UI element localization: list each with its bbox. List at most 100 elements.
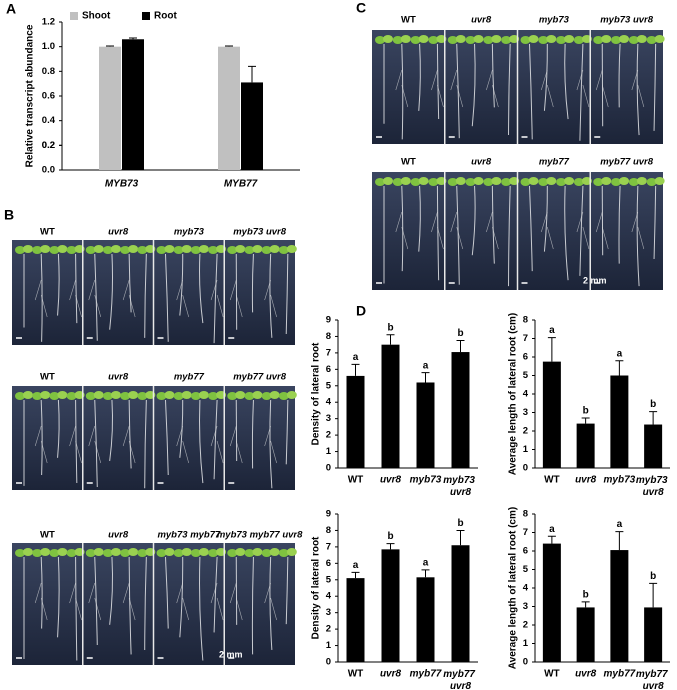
leaf — [286, 548, 297, 556]
leaf — [261, 246, 272, 254]
y-tick-label: 5 — [326, 380, 332, 391]
y-tick-label: 8 — [326, 331, 331, 342]
bar — [99, 46, 121, 170]
leaf — [483, 178, 494, 186]
x-tick-label: WT — [348, 669, 364, 680]
error-bar — [581, 601, 590, 608]
error-bar — [547, 535, 556, 544]
significance-letter: b — [583, 406, 589, 417]
leaf — [235, 391, 246, 399]
y-tick-label: 8 — [326, 525, 331, 536]
significance-letter: a — [617, 348, 623, 359]
lateral-root — [431, 211, 444, 250]
leaf — [164, 548, 175, 556]
lateral-root — [176, 279, 189, 318]
lateral-root — [631, 69, 645, 108]
y-tick-label: 3 — [523, 407, 528, 418]
leaf — [85, 246, 96, 254]
bar — [451, 352, 470, 468]
y-tick-label: 3 — [326, 413, 331, 424]
leaf — [436, 177, 447, 185]
lateral-root — [69, 279, 82, 318]
leaf — [501, 36, 512, 44]
y-tick-label: 1.0 — [42, 41, 55, 52]
leaf — [375, 36, 385, 44]
leaf — [286, 245, 297, 253]
y-tick-label: 0.8 — [42, 66, 55, 77]
leaf — [455, 177, 466, 185]
root — [213, 556, 218, 633]
y-tick-label: 9 — [326, 509, 331, 520]
leaf — [546, 177, 557, 185]
root — [165, 556, 169, 629]
leaf — [156, 246, 167, 254]
bar — [346, 375, 365, 468]
leaf — [137, 392, 148, 400]
x-tick-label: myb77 uvr8 — [443, 669, 477, 690]
leaf — [392, 178, 403, 186]
root — [57, 399, 60, 458]
root — [418, 43, 421, 111]
bar — [381, 549, 400, 662]
root — [653, 43, 657, 131]
leaf — [181, 548, 192, 556]
lateral-root — [210, 582, 224, 621]
root — [456, 185, 460, 285]
leaf — [619, 177, 630, 185]
error-bar — [129, 37, 137, 40]
leaf — [286, 391, 297, 399]
leaf — [190, 246, 201, 254]
leaf — [501, 178, 512, 186]
x-tick-label: myb73 uvr8 — [636, 475, 670, 498]
lateral-root — [395, 211, 409, 250]
leaf — [538, 36, 549, 44]
leaf — [261, 549, 272, 557]
significance-letter: b — [457, 328, 463, 339]
leaf — [252, 391, 263, 399]
leaf — [447, 36, 458, 44]
root — [94, 253, 98, 341]
leaf — [261, 392, 272, 400]
error-bar — [421, 372, 430, 383]
y-tick-label: 0 — [326, 657, 331, 668]
leaf — [392, 36, 403, 44]
leaf — [227, 549, 238, 557]
leaf — [244, 392, 255, 400]
genotype-label: uvr8 — [471, 157, 492, 168]
legend-label: Shoot — [82, 11, 111, 22]
leaf — [208, 392, 219, 400]
significance-letter: a — [423, 360, 429, 371]
leaf — [383, 177, 393, 185]
leaf — [32, 246, 43, 254]
root — [40, 399, 43, 476]
leaf — [15, 246, 25, 254]
x-tick-label: WT — [544, 475, 560, 486]
root — [285, 556, 289, 625]
leaf — [57, 245, 68, 253]
y-tick-label: 0.4 — [42, 115, 56, 126]
x-tick-label: uvr8 — [575, 475, 597, 486]
leaf — [57, 548, 68, 556]
root — [636, 43, 640, 136]
leaf — [15, 549, 25, 557]
leaf — [611, 178, 622, 186]
error-bar — [615, 531, 624, 551]
root — [199, 253, 204, 324]
leaf — [40, 391, 51, 399]
x-tick-label: MYB77 — [224, 179, 258, 190]
genotype-label: uvr8 — [108, 530, 129, 541]
bar — [346, 578, 365, 662]
lateral-root — [576, 211, 590, 250]
error-bar — [421, 569, 430, 578]
lateral-root — [34, 279, 48, 318]
leaf — [181, 245, 192, 253]
leaf — [491, 177, 502, 185]
leaf — [164, 245, 175, 253]
y-tick-label: 8 — [523, 509, 528, 520]
x-tick-label: myb77 — [604, 669, 636, 680]
lateral-root — [395, 69, 409, 108]
y-tick-label: 0 — [523, 657, 528, 668]
lateral-root — [486, 211, 499, 250]
leaf — [528, 177, 539, 185]
root — [94, 399, 98, 487]
